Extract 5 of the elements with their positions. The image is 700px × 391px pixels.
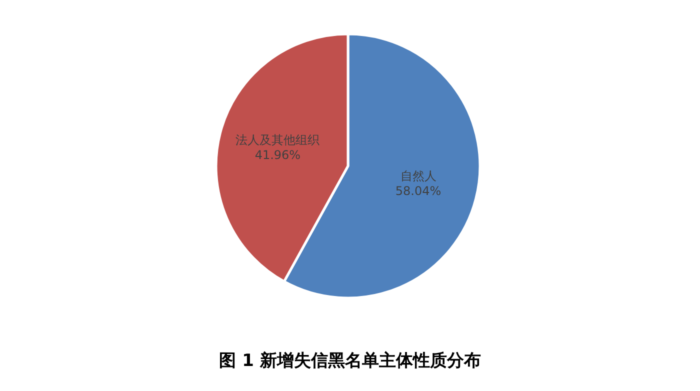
data-label: 58.04% bbox=[395, 184, 442, 198]
data-label: 41.96% bbox=[254, 148, 301, 162]
text: 图 1 新增失信黑名单主体性质分布 bbox=[219, 351, 481, 371]
slice-label: 自然人 bbox=[400, 169, 436, 184]
slice-label: 法人及其他组织 bbox=[236, 132, 320, 147]
